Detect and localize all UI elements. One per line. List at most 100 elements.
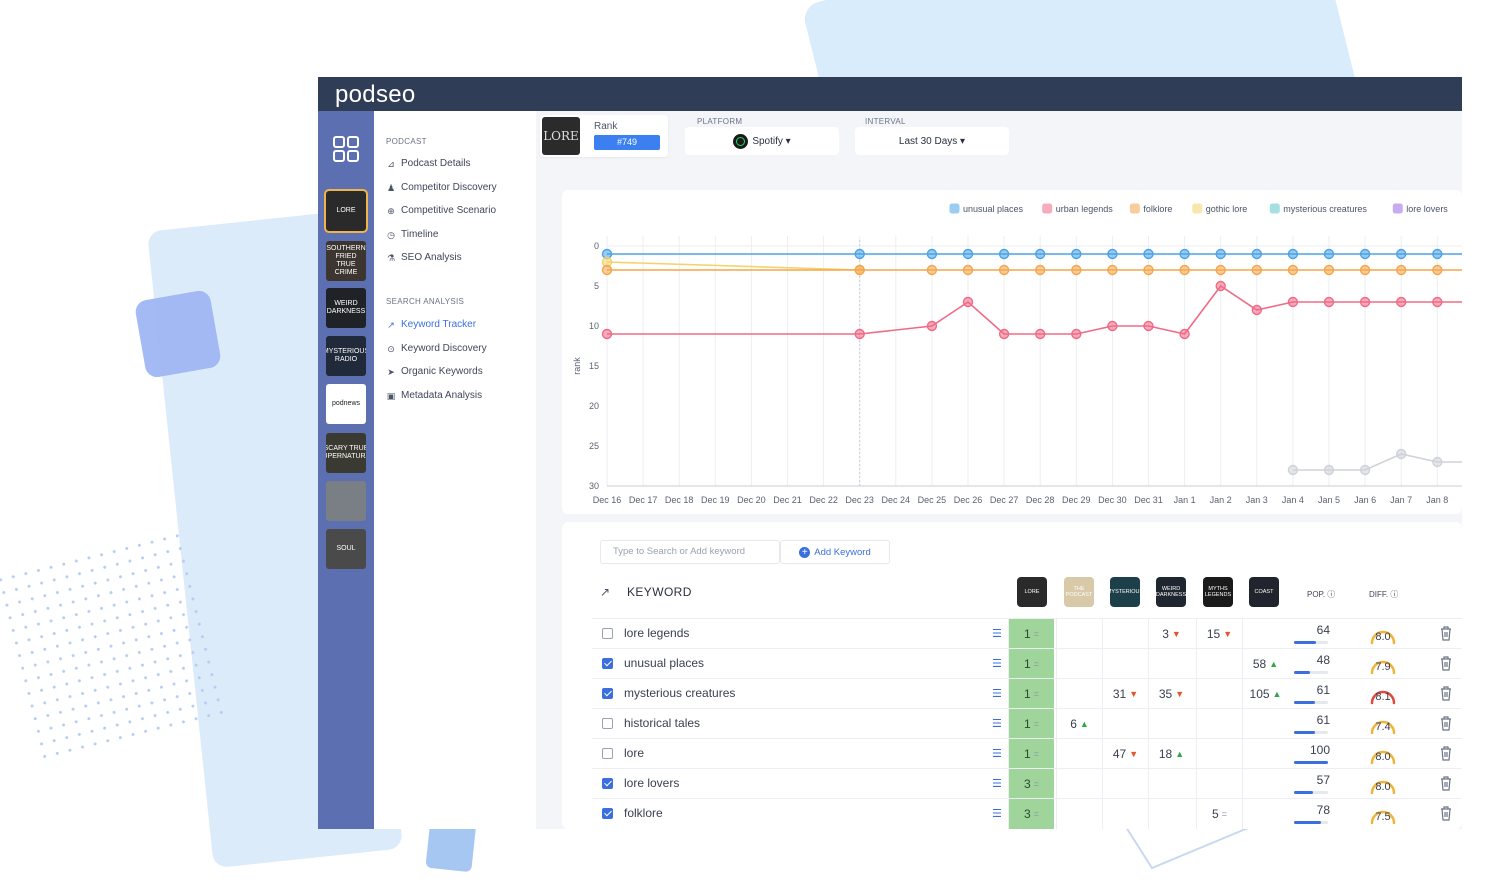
row-checkbox[interactable] (602, 748, 613, 759)
trash-icon[interactable] (1439, 625, 1453, 641)
table-row[interactable]: lore legends ☰ 1 = 3 ▼ 15 ▼ 64 8.0 (592, 618, 1462, 649)
sidebar-item-seo-analysis[interactable]: ⚗ SEO Analysis (386, 252, 462, 263)
row-checkbox[interactable] (602, 778, 613, 789)
rank-value: 1 (1024, 717, 1031, 731)
rail-podcast-cover[interactable] (326, 481, 366, 521)
table-row[interactable]: lore ☰ 1 = 47 ▼ 18 ▲ 100 8.0 (592, 738, 1462, 769)
rank-change-indicator: = (1221, 809, 1227, 819)
popularity-bar-fill (1294, 821, 1321, 824)
competitor-cover[interactable]: COAST (1249, 577, 1279, 607)
platform-select[interactable]: Spotify ▾ (685, 127, 839, 155)
app-window: podseo LORE SOUTHERN FRIED TRUE CRIME WEIR… (318, 77, 1462, 829)
rank-value: 35 (1158, 687, 1173, 701)
trash-icon[interactable] (1439, 685, 1453, 701)
sidebar-item-podcast-details[interactable]: ⊿ Podcast Details (386, 158, 470, 169)
data-point (1179, 264, 1190, 276)
rail-podcast-cover[interactable]: podnews (326, 384, 366, 424)
data-point (1432, 264, 1443, 276)
rank-value: 1 (1024, 657, 1031, 671)
sidebar-item-competitor-discovery[interactable]: ♟ Competitor Discovery (386, 182, 497, 193)
table-row[interactable]: mysterious creatures ☰ 1 = 31 ▼ 35 ▼ 105 ▲ 61 8.1 (592, 678, 1462, 709)
sidebar-item-keyword-tracker[interactable]: ↗ Keyword Tracker (386, 319, 476, 330)
x-tick-label: Jan 5 (1318, 495, 1340, 505)
data-point (998, 248, 1010, 260)
list-icon[interactable]: ☰ (992, 658, 1002, 670)
popularity-header[interactable]: POP. ⓘ (1307, 590, 1336, 599)
table-row[interactable]: lore lovers ☰ 3 = 57 8.0 (592, 768, 1462, 799)
interval-select[interactable]: Last 30 Days ▾ (855, 127, 1009, 155)
lab-icon: ⚗ (386, 252, 396, 263)
x-tick-label: Dec 18 (665, 495, 694, 505)
row-checkbox[interactable] (602, 688, 613, 699)
table-row[interactable]: unusual places ☰ 1 = 58 ▲ 48 7.9 (592, 648, 1462, 679)
list-icon[interactable]: ☰ (992, 748, 1002, 760)
table-row[interactable]: folklore ☰ 3 = 5 = 78 7.5 (592, 798, 1462, 829)
data-point (926, 264, 938, 276)
y-tick-label: 10 (589, 321, 599, 331)
rank-cell: 6 ▲ (1056, 709, 1102, 739)
competitor-cover[interactable]: MYSTERIOUS (1110, 577, 1140, 607)
app-logo[interactable]: podseo (335, 81, 416, 108)
rank-value-badge: #749 (594, 135, 660, 150)
popularity-bar-fill (1294, 701, 1315, 704)
list-icon[interactable]: ☰ (992, 778, 1002, 790)
data-point (854, 264, 865, 276)
popularity-cell: 64 (1294, 622, 1334, 648)
sidebar-item-keyword-discovery[interactable]: ⊙ Keyword Discovery (386, 343, 486, 354)
rail-podcast-cover[interactable]: WEIRD DARKNESS (326, 288, 366, 328)
rank-change-indicator: = (1033, 719, 1039, 729)
data-point (1071, 248, 1082, 260)
row-checkbox[interactable] (602, 658, 613, 669)
data-point (1396, 448, 1407, 460)
rank-cell: 1 = (1008, 679, 1054, 709)
trash-icon[interactable] (1439, 715, 1453, 731)
rail-podcast-cover[interactable]: SCARY TRUE SUPERNATURAL (326, 433, 366, 473)
competitor-cover[interactable]: WEIRD DARKNESS (1156, 577, 1186, 607)
list-icon[interactable]: ☰ (992, 808, 1002, 820)
rail-podcast-cover[interactable]: LORE (324, 189, 368, 233)
platform-value: Spotify ▾ (752, 135, 791, 147)
competitor-cover[interactable]: THE PODCAST (1064, 577, 1094, 607)
platform-label: PLATFORM (697, 117, 743, 126)
list-icon[interactable]: ☰ (992, 688, 1002, 700)
rank-cell (1242, 709, 1288, 739)
x-tick-label: Dec 26 (954, 495, 983, 505)
list-icon[interactable]: ☰ (992, 628, 1002, 640)
sidebar-item-organic-keywords[interactable]: ➤ Organic Keywords (386, 366, 482, 377)
sidebar-item-timeline[interactable]: ◷ Timeline (386, 229, 438, 240)
list-icon[interactable]: ☰ (992, 718, 1002, 730)
data-point (1396, 296, 1407, 308)
competitor-cover[interactable]: LORE (1017, 577, 1047, 607)
rail-podcast-cover[interactable]: SOUTHERN FRIED TRUE CRIME (326, 241, 366, 281)
trash-icon[interactable] (1439, 655, 1453, 671)
keyword-search-input[interactable]: Type to Search or Add keyword (600, 540, 780, 564)
rank-change-indicator: ▼ (1171, 629, 1181, 639)
gauge-icon (1370, 780, 1396, 795)
gauge-icon (1370, 750, 1396, 765)
sidebar-item-metadata-analysis[interactable]: ▣ Metadata Analysis (386, 390, 482, 401)
rail-podcast-cover[interactable]: SOUL (326, 529, 366, 569)
competitor-cover[interactable]: MYTHS LEGENDS (1203, 577, 1233, 607)
row-checkbox[interactable] (602, 808, 613, 819)
y-tick-label: 20 (589, 401, 599, 411)
data-point (601, 264, 613, 276)
legend-swatch (1129, 203, 1140, 214)
table-row[interactable]: historical tales ☰ 1 = 6 ▲ 61 7.4 (592, 708, 1462, 739)
trash-icon[interactable] (1439, 805, 1453, 821)
grid-icon[interactable] (332, 135, 360, 163)
trash-icon[interactable] (1439, 775, 1453, 791)
sidebar-item-competitive-scenario[interactable]: ⊕ Competitive Scenario (386, 205, 496, 216)
rank-value: 1 (1024, 687, 1031, 701)
trash-icon[interactable] (1439, 745, 1453, 761)
row-checkbox[interactable] (602, 628, 613, 639)
rank-change-indicator: ▲ (1079, 719, 1089, 729)
keyword-text: folklore (624, 806, 663, 820)
legend-label: unusual places (963, 204, 1024, 214)
keyword-column-header[interactable]: KEYWORD (627, 585, 692, 599)
rail-podcast-cover[interactable]: MYSTERIOUS RADIO (326, 336, 366, 376)
keyword-text: lore (624, 746, 645, 760)
row-checkbox[interactable] (602, 718, 613, 729)
add-keyword-button[interactable]: + Add Keyword (780, 540, 890, 564)
difficulty-header[interactable]: DIFF. ⓘ (1369, 590, 1399, 599)
keyword-table-card: Type to Search or Add keyword + Add Keyw… (562, 522, 1462, 829)
